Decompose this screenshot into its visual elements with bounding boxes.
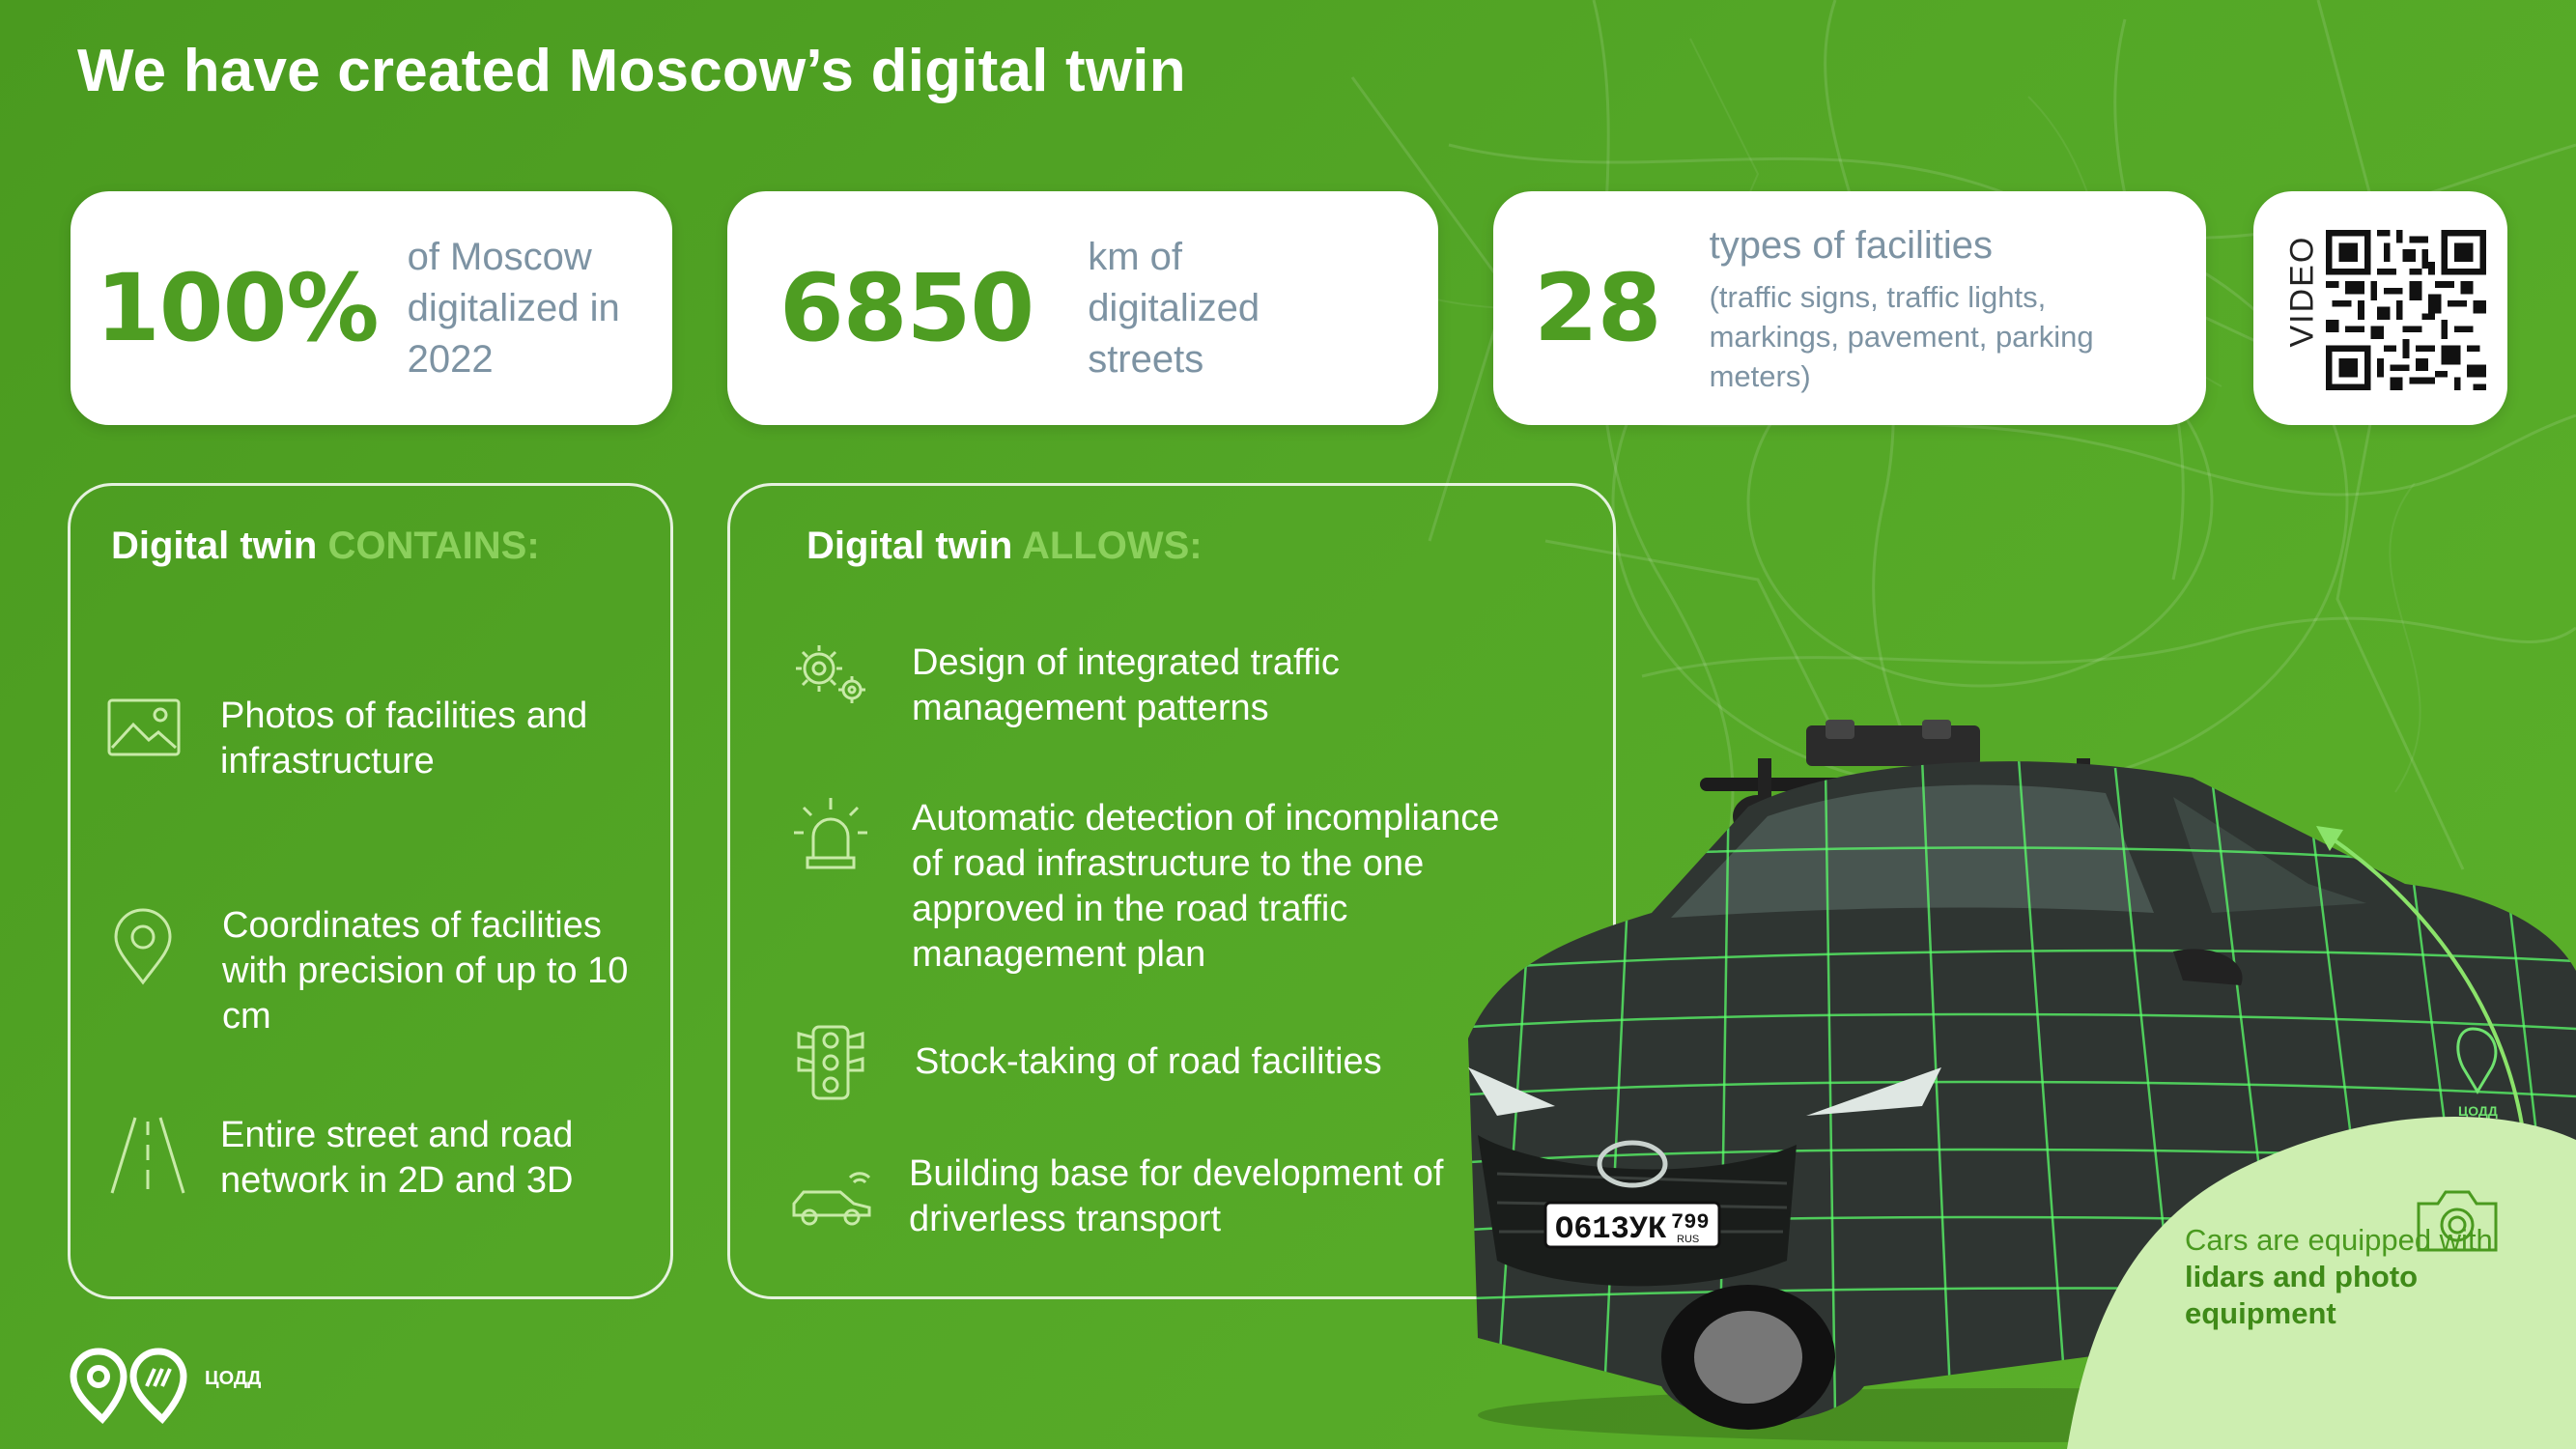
allows-item-driverless: Building base for development of driverl… (909, 1153, 1444, 1239)
logo-text: ЦОДД (205, 1368, 262, 1389)
gears-icon (796, 645, 865, 703)
stat-text: km of digitalized streets (1088, 235, 1260, 381)
stat-card-streets: 6850 km of digitalized streets (727, 191, 1438, 425)
note-bold: lidars and photo equipment (2185, 1260, 2419, 1330)
traffic-light-icon (797, 1025, 864, 1100)
qr-code-icon[interactable] (2326, 230, 2486, 390)
stat-number: 28 (1534, 254, 1662, 362)
car-plate-number: О613УК (1555, 1211, 1667, 1247)
stat-card-facilities: 28 types of facilities (traffic signs, t… (1493, 191, 2206, 425)
stat-number: 6850 (779, 254, 1034, 362)
allows-heading: Digital twin ALLOWS: (807, 525, 1203, 568)
camera-icon (2417, 1190, 2498, 1252)
location-pin-icon (114, 908, 172, 985)
stat-card-coverage: 100% of Moscow digitalized in 2022 (71, 191, 672, 425)
allows-item-stocktaking: Stock-taking of road facilities (915, 1041, 1382, 1082)
stat-text-group: types of facilities (traffic signs, traf… (1710, 220, 2115, 396)
allows-heading-white: Digital twin (807, 525, 1022, 567)
siren-icon (794, 798, 867, 869)
contains-heading: Digital twin CONTAINS: (111, 525, 540, 568)
tsodd-logo (70, 1348, 187, 1425)
equipment-note: Cars are equipped with lidars and photo … (2185, 1222, 2504, 1332)
contains-heading-accent: CONTAINS: (327, 525, 540, 567)
allows-panel (727, 483, 1616, 1299)
allows-item-detection: Automatic detection of incompliance of r… (912, 798, 1500, 975)
page-title: We have created Moscow’s digital twin (77, 38, 1186, 104)
contains-item-photos: Photos of facilities and infrastructure (220, 696, 588, 781)
contains-panel (68, 483, 673, 1299)
contains-heading-white: Digital twin (111, 525, 328, 567)
note-background (2067, 1117, 2576, 1449)
contains-item-coordinates: Coordinates of facilities with precision… (222, 905, 629, 1037)
image-icon (107, 698, 181, 756)
video-label: VIDEO (2283, 235, 2321, 348)
stat-subtext: (traffic signs, traffic lights, markings… (1709, 280, 2094, 393)
stat-text: of Moscow digitalized in 2022 (407, 235, 620, 381)
stat-number: 100% (96, 254, 380, 362)
allows-heading-accent: ALLOWS: (1021, 525, 1203, 567)
car-plate-country: RUS (1677, 1234, 1699, 1245)
connected-car-icon (792, 1172, 871, 1226)
car-plate-region: 799 (1671, 1210, 1710, 1235)
allows-item-design: Design of integrated traffic management … (912, 642, 1340, 728)
stat-text: types of facilities (1709, 224, 1994, 267)
road-icon (110, 1117, 185, 1194)
car-badge-text: ЦОДД (2458, 1103, 2498, 1119)
note-prefix: Cars are equipped with (2185, 1223, 2493, 1257)
contains-item-network: Entire street and road network in 2D and… (220, 1115, 574, 1201)
